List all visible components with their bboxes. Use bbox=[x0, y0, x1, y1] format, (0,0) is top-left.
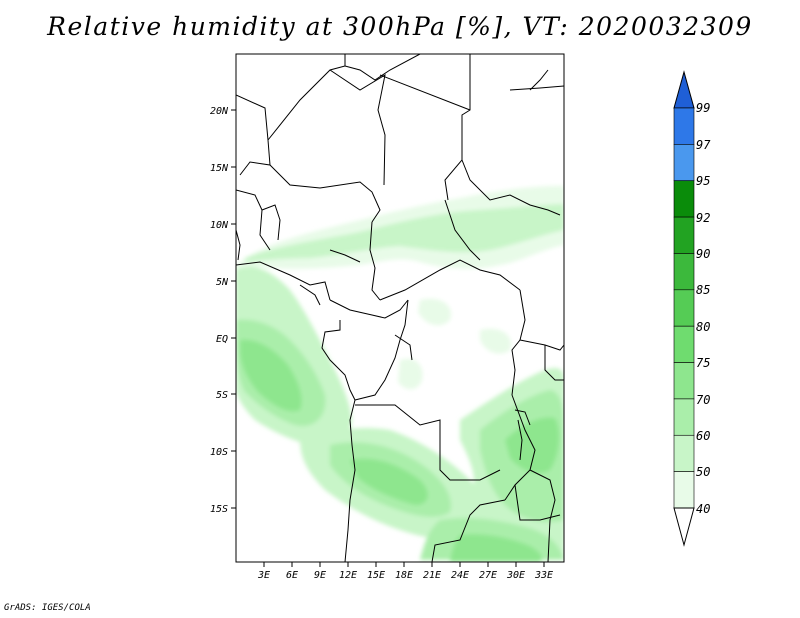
humidity-field bbox=[236, 185, 564, 562]
lat-tick-label: EQ bbox=[216, 334, 228, 345]
lon-tick-label: 6E bbox=[286, 570, 298, 581]
colorbar-label: 50 bbox=[696, 465, 710, 479]
lat-tick-label: 20N bbox=[210, 106, 229, 117]
colorbar-segment bbox=[673, 398, 695, 436]
colorbar-segment bbox=[673, 434, 695, 472]
lon-tick-label: 18E bbox=[395, 570, 413, 581]
colorbar-segment bbox=[673, 471, 695, 509]
lat-tick-labels: 20N 15N 10N 5N EQ 5S 10S 15S bbox=[210, 106, 229, 515]
colorbar-label: 92 bbox=[696, 211, 710, 225]
colorbar-segments bbox=[673, 107, 695, 509]
lon-tick-labels: 3E 6E 9E 12E 15E 18E 21E 24E 27E 30E 33E bbox=[257, 570, 553, 581]
lon-tick-label: 3E bbox=[257, 570, 270, 581]
grads-credit: GrADS: IGES/COLA bbox=[4, 603, 91, 613]
colorbar-top-arrow bbox=[673, 70, 695, 109]
colorbar-label: 70 bbox=[696, 393, 710, 407]
colorbar-segment bbox=[673, 362, 695, 400]
country-borders bbox=[236, 54, 564, 562]
colorbar-bottom-arrow bbox=[673, 507, 695, 547]
lat-tick-label: 10N bbox=[210, 220, 229, 231]
lon-tick-label: 33E bbox=[534, 570, 553, 581]
lat-tick-label: 5S bbox=[216, 390, 228, 401]
lat-tick-label: 15S bbox=[210, 504, 228, 515]
colorbar-segment bbox=[673, 325, 695, 363]
colorbar-label: 90 bbox=[696, 247, 710, 261]
lat-tick-label: 15N bbox=[210, 163, 229, 174]
colorbar-label: 95 bbox=[696, 174, 710, 188]
colorbar-segment bbox=[673, 107, 695, 145]
colorbar: 99 97 95 92 90 85 80 75 70 60 50 40 bbox=[673, 70, 711, 547]
lat-tick-label: 5N bbox=[216, 277, 229, 288]
colorbar-label: 60 bbox=[696, 429, 710, 443]
lon-tick-label: 27E bbox=[479, 570, 497, 581]
colorbar-segment bbox=[673, 253, 695, 291]
map-frame bbox=[235, 53, 565, 563]
lon-tick-label: 21E bbox=[423, 570, 441, 581]
colorbar-label: 75 bbox=[696, 356, 710, 370]
colorbar-segment bbox=[673, 216, 695, 254]
colorbar-label: 85 bbox=[696, 283, 710, 297]
lon-tick-label: 15E bbox=[367, 570, 385, 581]
lon-tick-label: 24E bbox=[451, 570, 469, 581]
colorbar-segment bbox=[673, 180, 695, 218]
lat-tick-label: 10S bbox=[210, 447, 228, 458]
colorbar-label: 40 bbox=[696, 502, 710, 516]
colorbar-label: 99 bbox=[696, 101, 710, 115]
lon-tick-label: 9E bbox=[314, 570, 326, 581]
colorbar-segment bbox=[673, 144, 695, 182]
map-title: Relative humidity at 300hPa [%], VT: 202… bbox=[47, 12, 753, 41]
colorbar-label: 80 bbox=[696, 320, 710, 334]
lon-tick-label: 30E bbox=[506, 570, 525, 581]
colorbar-label: 97 bbox=[696, 138, 711, 152]
lon-tick-label: 12E bbox=[339, 570, 357, 581]
axis-ticks bbox=[231, 109, 545, 567]
colorbar-segment bbox=[673, 289, 695, 327]
